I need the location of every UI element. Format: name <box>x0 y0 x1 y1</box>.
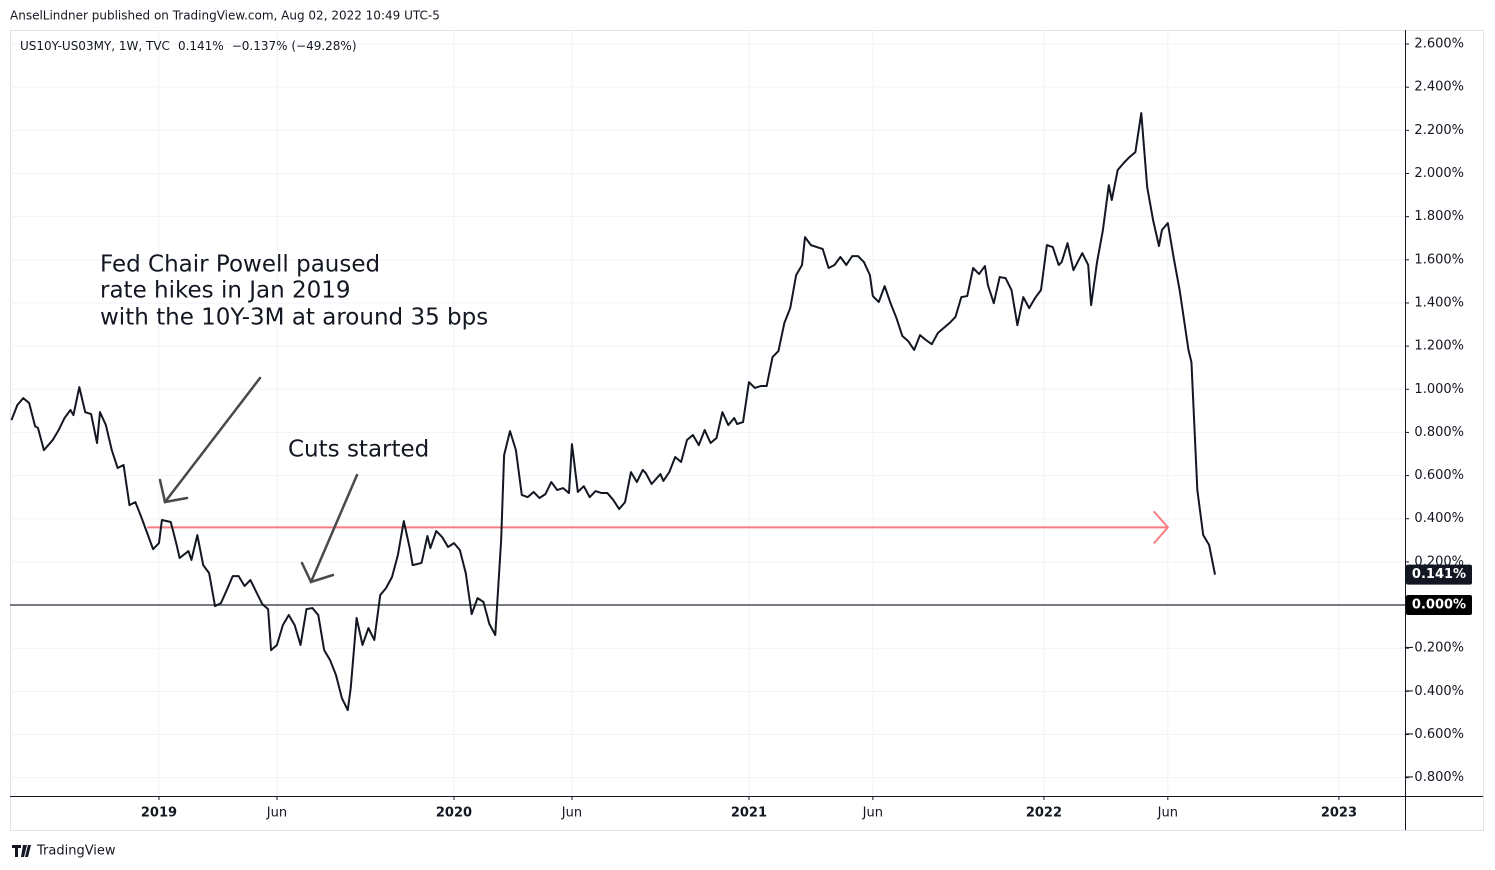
x-tick-label: 2021 <box>731 806 767 821</box>
ray-arrowhead <box>1153 510 1170 545</box>
arrow-head <box>300 561 335 584</box>
brand-name: TradingView <box>36 844 116 859</box>
x-tick-label: Jun <box>1157 806 1178 821</box>
x-tick-label: Jun <box>862 806 883 821</box>
legend-symbol: US10Y-US03MY, 1W, TVC 0.141% −0.137% (−49.… <box>20 39 357 53</box>
brand-logo <box>12 845 31 857</box>
footer: TradingView <box>12 844 116 859</box>
y-tick-label: 1.200% <box>1414 339 1464 354</box>
price-label: 0.000% <box>1412 598 1466 613</box>
price-label-box <box>1406 595 1472 616</box>
y-tick-label: −0.600% <box>1404 727 1464 742</box>
y-tick-label: 1.000% <box>1414 382 1464 397</box>
arrow-shaft <box>309 473 359 584</box>
y-tick-label: 2.600% <box>1414 37 1464 52</box>
x-tick-label: 2019 <box>141 806 177 821</box>
y-tick-label: −0.200% <box>1404 641 1464 656</box>
arrow-head <box>158 478 189 504</box>
grid <box>10 30 1405 796</box>
annotation-text: rate hikes in Jan 2019 <box>100 278 351 304</box>
marks <box>10 112 1405 712</box>
y-tick-label: 2.200% <box>1414 123 1464 138</box>
publisher: AnselLindner published on TradingView.co… <box>10 9 440 23</box>
x-tick-label: 2020 <box>436 806 472 821</box>
last-price-label: 0.141% <box>1412 567 1466 582</box>
annotation-text: with the 10Y-3M at around 35 bps <box>100 305 488 331</box>
y-tick-label: 1.800% <box>1414 209 1464 224</box>
annotation-arrows <box>158 376 359 584</box>
x-tick-label: Jun <box>266 806 287 821</box>
annotation-text: Cuts started <box>288 437 429 463</box>
last-price-box <box>1406 564 1472 585</box>
y-tick-label: 1.600% <box>1414 252 1464 267</box>
legend-symbol-name: US10Y-US03MY, 1W, TVC <box>20 39 170 53</box>
y-tick-label: 2.400% <box>1414 80 1464 95</box>
y-tick-label: 0.600% <box>1414 468 1464 483</box>
y-tick-label: −0.400% <box>1404 684 1464 699</box>
x-tick-label: 2023 <box>1321 806 1357 821</box>
y-tick-label: 2.000% <box>1414 166 1464 181</box>
arrow-shaft <box>163 376 262 504</box>
chart-frame <box>10 30 1484 831</box>
y-tick-label: 0.400% <box>1414 511 1464 526</box>
y-tick-label: −0.800% <box>1404 770 1464 785</box>
legend-change: −0.137% (−49.28%) <box>232 39 357 53</box>
series-line <box>10 112 1217 712</box>
y-tick-label: 1.400% <box>1414 295 1464 310</box>
legend-last: 0.141% <box>178 39 224 53</box>
y-tick-label: 0.800% <box>1414 425 1464 440</box>
x-tick-label: Jun <box>561 806 582 821</box>
x-tick-label: 2022 <box>1026 806 1062 821</box>
annotation-text: Fed Chair Powell paused <box>100 252 380 278</box>
